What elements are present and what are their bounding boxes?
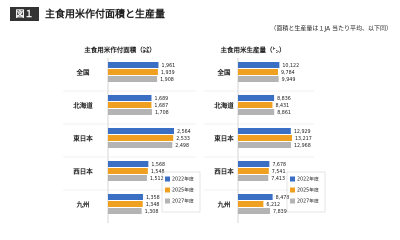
value-label: 6,212 bbox=[266, 202, 280, 208]
value-label: 1,708 bbox=[155, 110, 169, 116]
page-title: 主食用米作付面積と生産量 bbox=[45, 8, 165, 21]
legend-box bbox=[286, 171, 326, 213]
legend-label: 2022年度 bbox=[297, 176, 319, 183]
bar bbox=[238, 142, 291, 148]
bar bbox=[108, 208, 142, 214]
category-label: 東日本 bbox=[214, 134, 234, 143]
value-label: 1,358 bbox=[146, 195, 160, 201]
value-label: 10,122 bbox=[282, 63, 299, 69]
legend-box bbox=[161, 171, 201, 213]
category-label: 西日本 bbox=[73, 167, 93, 176]
bar bbox=[238, 128, 291, 134]
legend-swatch bbox=[165, 176, 170, 182]
bar bbox=[238, 102, 273, 108]
legend-swatch bbox=[290, 187, 295, 193]
value-label: 8,431 bbox=[275, 103, 289, 109]
legend-swatch bbox=[165, 198, 170, 204]
bar bbox=[108, 76, 158, 82]
value-label: 2,498 bbox=[175, 143, 189, 149]
category-label: 北海道 bbox=[214, 101, 234, 110]
bar bbox=[238, 161, 270, 167]
value-label: 12,968 bbox=[294, 143, 311, 149]
bar bbox=[108, 69, 158, 75]
value-label: 1,308 bbox=[145, 209, 159, 215]
bar bbox=[238, 135, 292, 141]
value-label: 1,961 bbox=[161, 63, 175, 69]
category-label: 北海道 bbox=[73, 101, 93, 110]
figure-label: 図１ bbox=[15, 9, 33, 20]
value-label: 8,836 bbox=[277, 96, 291, 102]
bar bbox=[108, 175, 147, 181]
bar bbox=[238, 201, 264, 207]
category-label: 全国 bbox=[217, 68, 232, 77]
legend-label: 2022年度 bbox=[172, 176, 194, 183]
category-label: 九州 bbox=[76, 200, 90, 209]
legend-swatch bbox=[290, 198, 295, 204]
bar bbox=[238, 109, 275, 115]
bar bbox=[108, 102, 152, 108]
value-label: 1,689 bbox=[154, 96, 168, 102]
bar bbox=[238, 175, 269, 181]
value-label: 13,217 bbox=[295, 136, 312, 142]
bar bbox=[238, 168, 269, 174]
value-label: 8,478 bbox=[276, 195, 290, 201]
value-label: 1,687 bbox=[154, 103, 168, 109]
subtitle: （面積と生産量は１JA 当たり平均、以下同） bbox=[270, 25, 392, 33]
category-label: 全国 bbox=[76, 68, 91, 77]
category-label: 西日本 bbox=[214, 167, 234, 176]
legend-label: 2025年度 bbox=[297, 187, 319, 194]
bar bbox=[108, 161, 149, 167]
bar bbox=[238, 76, 279, 82]
value-label: 7,678 bbox=[272, 162, 286, 168]
value-label: 12,929 bbox=[294, 129, 311, 135]
chart-title: 主食用米作付面積（㌶） bbox=[84, 45, 156, 54]
legend-swatch bbox=[290, 176, 295, 182]
bar bbox=[238, 62, 280, 68]
value-label: 9,784 bbox=[281, 70, 295, 76]
category-label: 東日本 bbox=[73, 134, 93, 143]
value-label: 1,568 bbox=[151, 162, 165, 168]
bar bbox=[108, 109, 152, 115]
value-label: 1,908 bbox=[160, 77, 174, 83]
figure-label-box bbox=[10, 7, 39, 21]
bar bbox=[108, 168, 148, 174]
value-label: 2,533 bbox=[176, 136, 190, 142]
value-label: 1,512 bbox=[150, 176, 164, 182]
bar bbox=[108, 128, 174, 134]
legend-label: 2027年度 bbox=[172, 198, 194, 205]
legend-label: 2025年度 bbox=[172, 187, 194, 194]
chart-title: 主食用米生産量（㌧） bbox=[221, 45, 286, 54]
value-label: 7,541 bbox=[272, 169, 286, 175]
category-label: 九州 bbox=[217, 200, 231, 209]
bar bbox=[108, 62, 159, 68]
bar bbox=[108, 194, 143, 200]
bar bbox=[238, 95, 275, 101]
bar bbox=[238, 69, 278, 75]
bar bbox=[108, 95, 152, 101]
legend-swatch bbox=[165, 187, 170, 193]
bar bbox=[108, 142, 173, 148]
value-label: 1,348 bbox=[146, 202, 160, 208]
legend-label: 2027年度 bbox=[297, 198, 319, 205]
value-label: 1,939 bbox=[161, 70, 175, 76]
bar bbox=[108, 201, 143, 207]
page: 図１ 主食用米作付面積と生産量 （面積と生産量は１JA 当たり平均、以下同） 主… bbox=[10, 7, 392, 223]
value-label: 9,949 bbox=[282, 77, 296, 83]
bar bbox=[238, 194, 273, 200]
bar bbox=[238, 208, 271, 214]
bar bbox=[108, 135, 174, 141]
value-label: 7,839 bbox=[273, 209, 287, 215]
value-label: 2,564 bbox=[177, 129, 191, 135]
value-label: 1,548 bbox=[151, 169, 165, 175]
value-label: 7,413 bbox=[271, 176, 285, 182]
value-label: 8,861 bbox=[277, 110, 291, 116]
